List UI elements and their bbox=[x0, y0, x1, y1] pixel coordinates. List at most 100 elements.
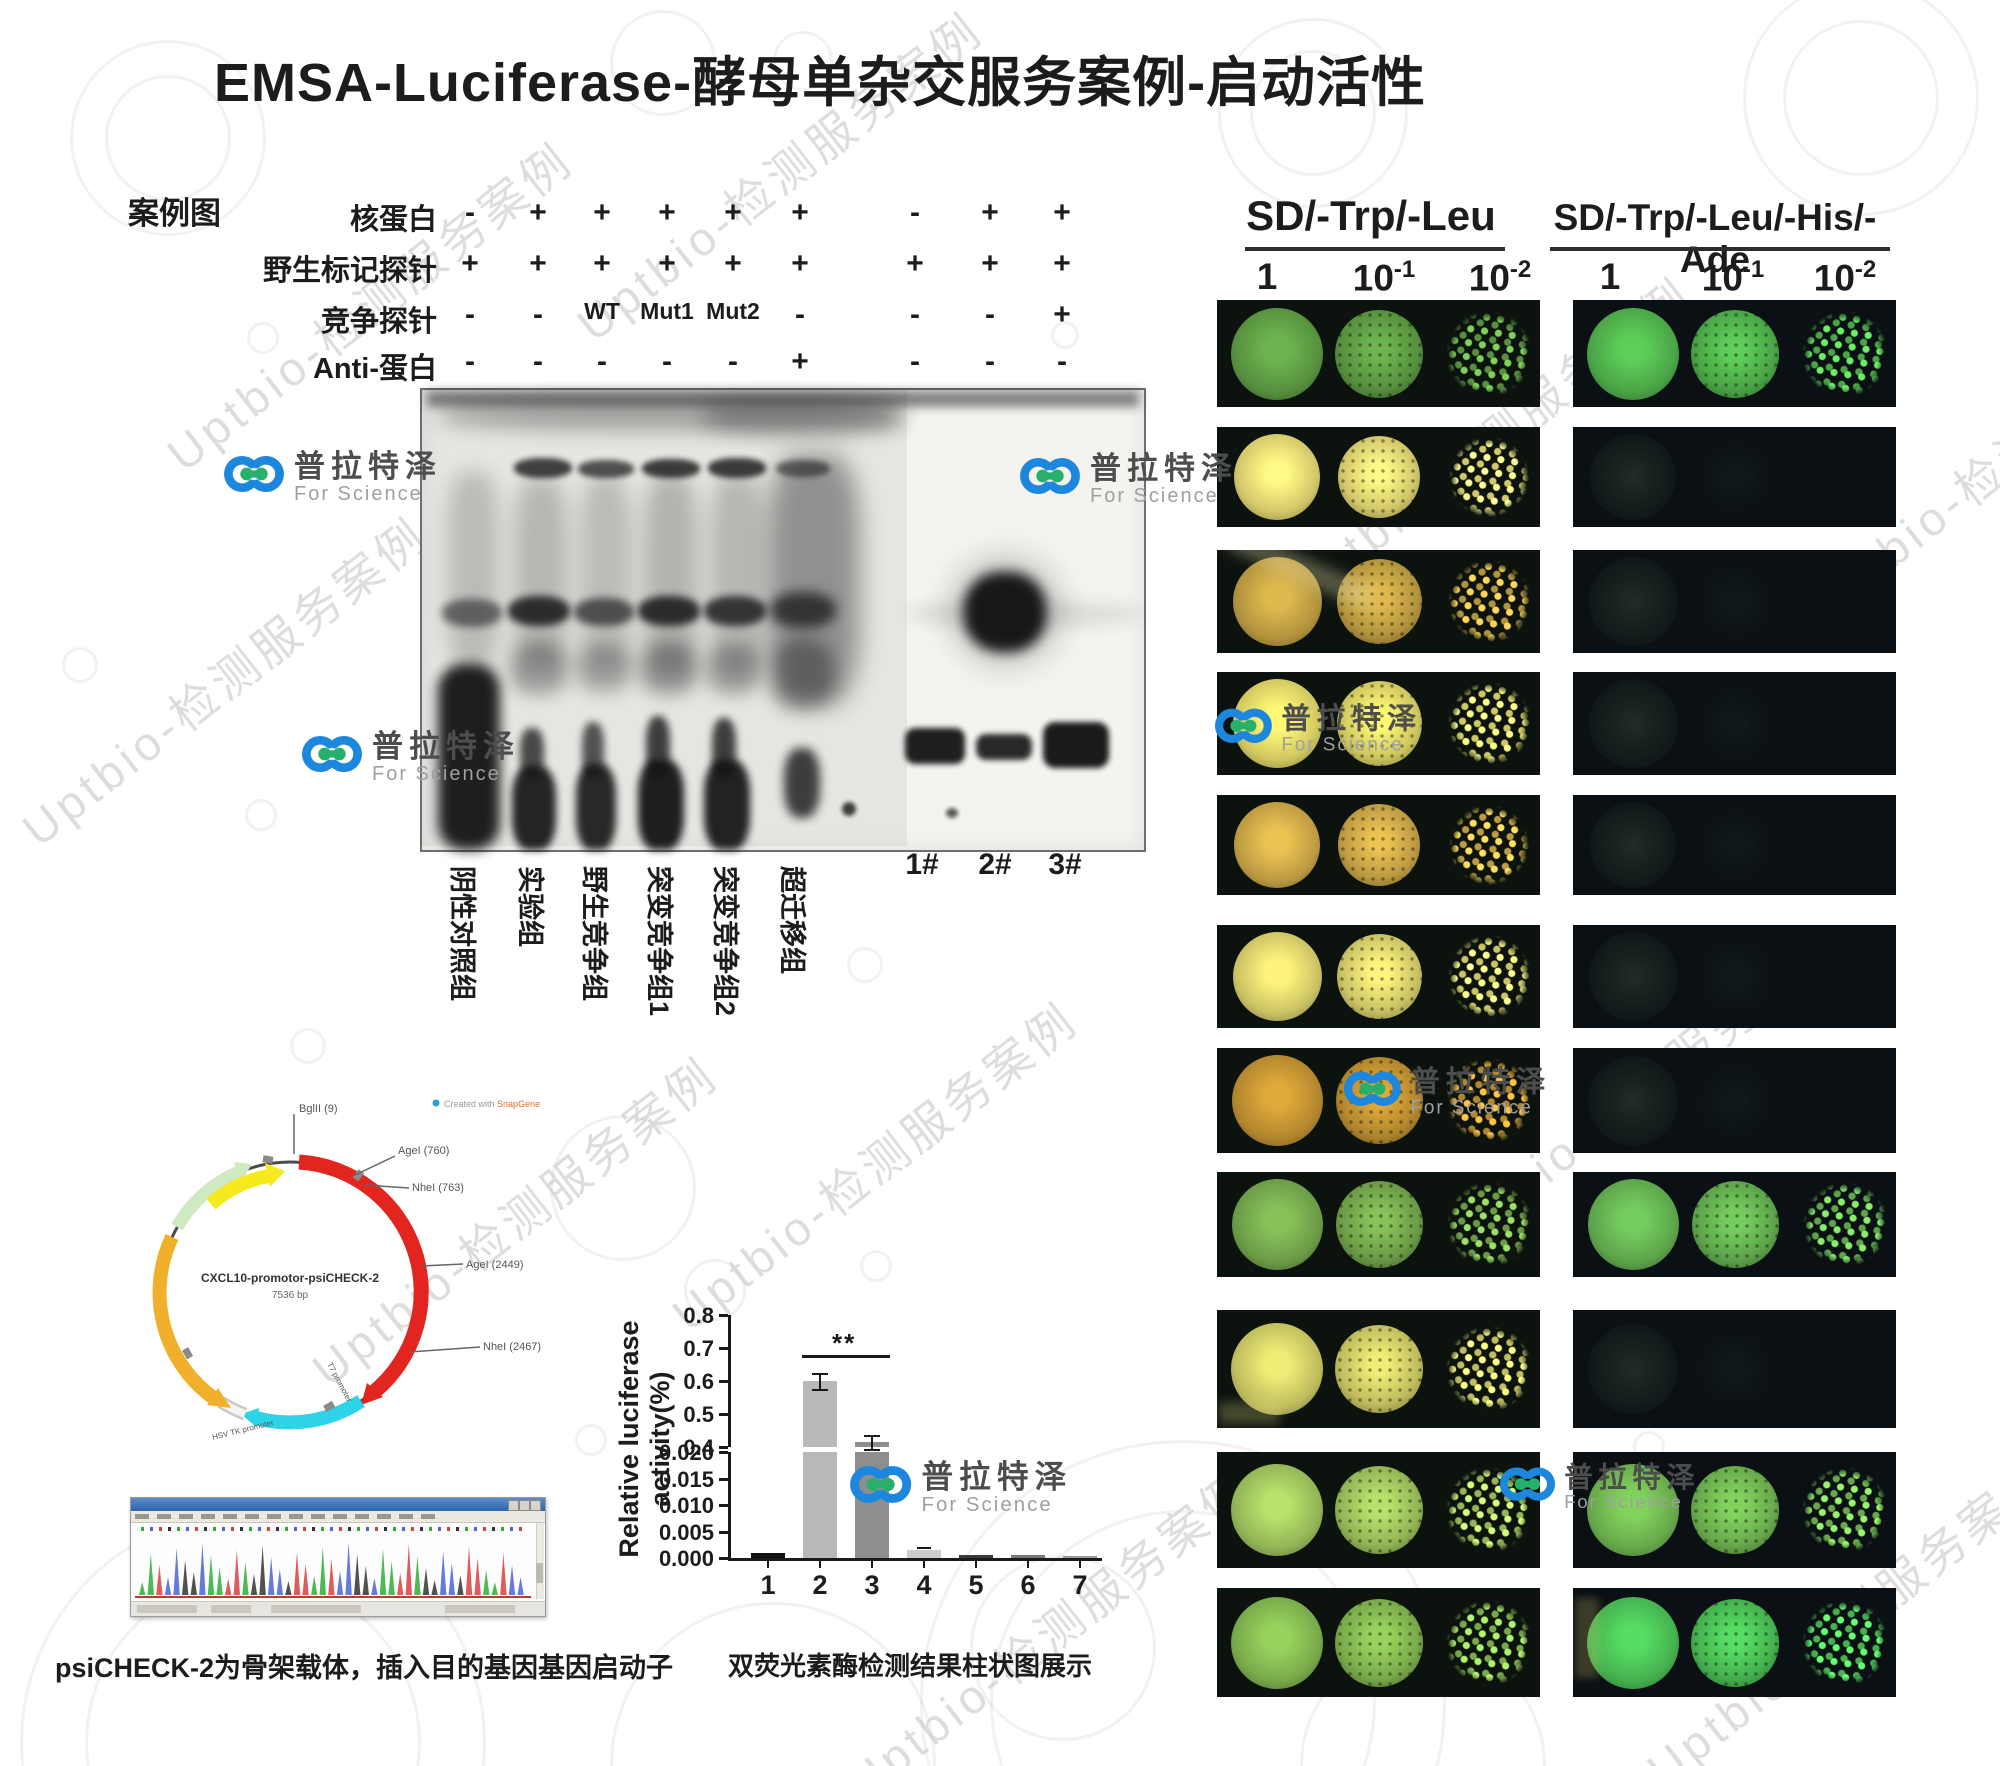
error-bar-cap bbox=[812, 1372, 828, 1375]
plasmid-map: BglII (9) AgeI (760) NheI (763) AgeI (24… bbox=[95, 1092, 565, 1502]
brand-logo-text: 普拉特泽 For Science bbox=[1090, 452, 1238, 507]
condition-symbol: + bbox=[906, 247, 924, 280]
condition-symbol: + bbox=[981, 196, 999, 229]
yeast-plate-left bbox=[1217, 427, 1540, 527]
x-tick-label: 2 bbox=[812, 1570, 828, 1600]
colony-spot-dilution-1 bbox=[1231, 1179, 1323, 1270]
faint-colony-spot bbox=[1588, 557, 1678, 646]
colony-spot-dilution-1 bbox=[1587, 1179, 1679, 1270]
gel-band bbox=[946, 808, 958, 818]
colony-spot-dilution-1 bbox=[1232, 557, 1322, 646]
error-bar bbox=[871, 1435, 873, 1449]
x-tick bbox=[975, 1561, 977, 1568]
faint-colony-spot bbox=[1690, 1055, 1780, 1146]
error-bar-cap bbox=[812, 1389, 828, 1392]
base-call-row bbox=[141, 1527, 527, 1531]
brand-logo-text: 普拉特泽 For Science bbox=[1281, 703, 1422, 755]
brand-logo: 普拉特泽 For Science bbox=[222, 450, 442, 505]
condition-symbol: + bbox=[1053, 298, 1071, 331]
y-tick-label: 0.015 bbox=[658, 1466, 714, 1492]
faint-colony-spot bbox=[1692, 434, 1778, 520]
colony-spot-dilution-10-2 bbox=[1439, 1319, 1539, 1419]
brand-logo-text: 普拉特泽 For Science bbox=[1564, 1462, 1700, 1513]
yeast-plate-left bbox=[1217, 795, 1540, 895]
condition-symbol: - bbox=[662, 345, 672, 378]
brand-logo: 普拉特泽 For Science bbox=[1498, 1462, 1700, 1513]
y-tick-label: 0.6 bbox=[683, 1369, 714, 1394]
faint-colony-spot bbox=[1588, 679, 1678, 768]
interlocked-rings-icon bbox=[1020, 457, 1080, 495]
gel-band bbox=[438, 664, 500, 850]
brand-tagline: For Science bbox=[1564, 1492, 1683, 1513]
y-tick bbox=[719, 1446, 728, 1449]
colony-spot-dilution-10-2 bbox=[1443, 431, 1535, 523]
condition-symbol: - bbox=[597, 345, 607, 378]
watermark-ring bbox=[105, 75, 231, 201]
brand-name: 普拉特泽 bbox=[1090, 451, 1238, 486]
trace-baseline bbox=[135, 1596, 531, 1598]
condition-symbol: - bbox=[985, 345, 995, 378]
condition-symbol: - bbox=[910, 298, 920, 331]
condition-label: 竞争探针 bbox=[320, 306, 437, 338]
gel-band bbox=[574, 598, 634, 626]
backbone-arrowhead bbox=[207, 1388, 231, 1408]
y-tick-label: 0.010 bbox=[658, 1493, 714, 1518]
condition-symbol: Mut1 bbox=[640, 298, 694, 324]
colony-spot-dilution-10-2 bbox=[1441, 554, 1537, 649]
condition-symbol: + bbox=[791, 247, 809, 280]
watermark-ring bbox=[1743, 0, 1979, 216]
colony-spot-dilution-10-1 bbox=[1335, 1466, 1423, 1554]
gel-band bbox=[772, 638, 834, 708]
yeast-plate-left bbox=[1217, 1588, 1540, 1697]
plasmid-size: 7536 bp bbox=[272, 1290, 309, 1301]
ring-mark bbox=[182, 1347, 194, 1360]
snapgene-credit: Created with SnapGene bbox=[444, 1099, 540, 1109]
colony-spot-dilution-10-2 bbox=[1439, 1593, 1539, 1692]
gel-band bbox=[710, 474, 764, 674]
y-tick bbox=[719, 1380, 728, 1383]
insert-arrowhead bbox=[361, 1383, 383, 1405]
colony-spot-dilution-10-1 bbox=[1691, 309, 1779, 398]
dilution-label: 10-2 bbox=[1813, 256, 1877, 299]
colony-spot-dilution-1 bbox=[1231, 307, 1323, 400]
gel-band bbox=[776, 460, 830, 477]
condition-symbol: - bbox=[465, 196, 475, 229]
condition-symbol: + bbox=[529, 247, 547, 280]
watermark-ring bbox=[773, 31, 833, 91]
condition-symbol: - bbox=[533, 298, 543, 331]
emsa-lane-label: 突变竞争组2 bbox=[710, 866, 740, 1017]
condition-symbol: + bbox=[981, 247, 999, 280]
colony-spot-dilution-1 bbox=[1231, 1323, 1323, 1415]
emsa-lane-label: 实验组 bbox=[515, 866, 545, 947]
watermark-ring bbox=[245, 799, 277, 831]
watermark-ring bbox=[860, 1250, 892, 1282]
yellow-gene-arrow bbox=[206, 1169, 271, 1210]
yeast-plate-right bbox=[1573, 300, 1896, 407]
watermark-ring bbox=[610, 10, 716, 116]
site-label: BglII (9) bbox=[299, 1103, 338, 1115]
condition-symbol: - bbox=[728, 345, 738, 378]
scrollbar-thumb bbox=[536, 1563, 543, 1583]
yeast-plate-left bbox=[1217, 1172, 1540, 1277]
dilution-label: 10-2 bbox=[1468, 256, 1532, 299]
gel-band bbox=[952, 558, 1060, 664]
chart-bar bbox=[751, 1552, 785, 1558]
colony-spot-dilution-10-2 bbox=[1439, 304, 1539, 403]
dilution-label: 10-1 bbox=[1352, 256, 1416, 299]
brand-logo-text: 普拉特泽 For Science bbox=[1410, 1066, 1551, 1118]
colony-spot-dilution-10-1 bbox=[1691, 1598, 1779, 1687]
gel-band bbox=[576, 644, 632, 692]
gel-band bbox=[578, 460, 634, 478]
yeast-plate-right bbox=[1573, 672, 1896, 775]
condition-symbol: + bbox=[461, 247, 479, 280]
colony-spot-dilution-10-2 bbox=[1441, 676, 1537, 771]
condition-symbol: - bbox=[465, 298, 475, 331]
faint-colony-spot bbox=[1690, 1324, 1780, 1414]
site-label: AgeI (760) bbox=[398, 1145, 449, 1157]
window-close-icon bbox=[530, 1500, 541, 1511]
trace-peaks bbox=[156, 1544, 507, 1595]
brand-logo: 普拉特泽 For Science bbox=[848, 1460, 1072, 1516]
x-tick-label: 3 bbox=[864, 1570, 880, 1600]
colony-spot-dilution-10-1 bbox=[1336, 681, 1422, 766]
